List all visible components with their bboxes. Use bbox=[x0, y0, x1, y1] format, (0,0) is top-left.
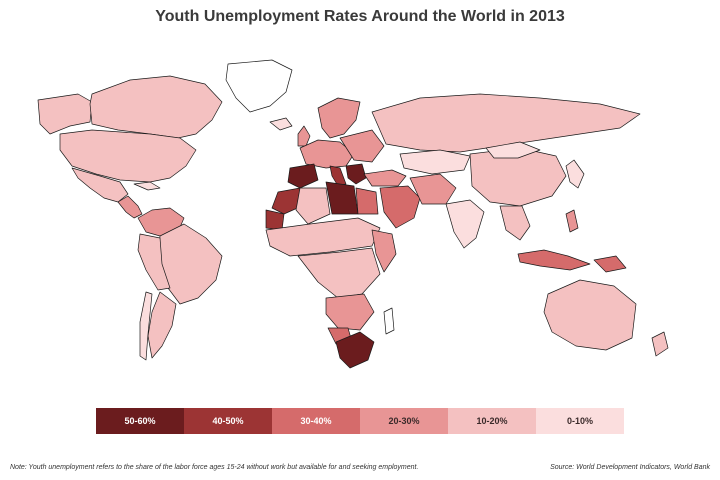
region-india bbox=[445, 199, 485, 249]
region-australia bbox=[543, 279, 637, 351]
region-papua bbox=[593, 255, 627, 273]
legend-item-label: 50-60% bbox=[124, 416, 156, 426]
region-south-africa bbox=[335, 331, 375, 369]
region-egypt bbox=[355, 187, 379, 215]
legend-item-40-50: 40-50% bbox=[184, 408, 272, 434]
region-usa bbox=[59, 129, 197, 183]
legend-item-label: 20-30% bbox=[388, 416, 420, 426]
legend-item-30-40: 30-40% bbox=[272, 408, 360, 434]
region-argentina bbox=[147, 291, 177, 359]
region-new-zealand bbox=[651, 331, 669, 357]
source-note: Source: World Development Indicators, Wo… bbox=[550, 464, 710, 471]
legend-item-0-10: 0-10% bbox=[536, 408, 624, 434]
legend: 50-60% 40-50% 30-40% 20-30% 10-20% 0-10% bbox=[96, 408, 624, 434]
region-central-africa bbox=[297, 247, 381, 299]
legend-item-50-60: 50-60% bbox=[96, 408, 184, 434]
legend-item-label: 0-10% bbox=[566, 416, 593, 426]
region-scandinavia bbox=[317, 97, 361, 139]
region-russia bbox=[371, 93, 641, 153]
footnote: Note: Youth unemployment refers to the s… bbox=[10, 464, 419, 471]
region-algeria bbox=[295, 187, 331, 225]
region-east-africa bbox=[371, 229, 397, 273]
region-middle-east bbox=[379, 185, 421, 229]
region-iberia bbox=[287, 163, 319, 189]
region-canada bbox=[89, 75, 223, 139]
region-southeast-asia bbox=[499, 205, 531, 241]
region-madagascar bbox=[383, 307, 395, 335]
region-cuba bbox=[133, 181, 161, 191]
legend-item-label: 40-50% bbox=[212, 416, 244, 426]
region-uk bbox=[297, 125, 311, 147]
region-korea-japan bbox=[565, 159, 585, 189]
region-morocco bbox=[271, 187, 303, 215]
region-greenland bbox=[225, 59, 293, 113]
region-central-america bbox=[117, 195, 143, 219]
region-turkey-caucasus bbox=[363, 169, 407, 187]
legend-item-label: 10-20% bbox=[476, 416, 508, 426]
region-peru-bolivia bbox=[137, 233, 171, 291]
region-balkans bbox=[345, 163, 367, 185]
region-iceland bbox=[269, 117, 293, 131]
region-eastern-europe bbox=[339, 129, 385, 163]
legend-item-20-30: 20-30% bbox=[360, 408, 448, 434]
region-alaska bbox=[37, 93, 93, 135]
map-title: Youth Unemployment Rates Around the Worl… bbox=[155, 8, 565, 25]
region-kazakhstan bbox=[399, 149, 471, 175]
region-indonesia bbox=[517, 249, 591, 271]
region-chile bbox=[139, 291, 153, 361]
region-colombia-venezuela bbox=[137, 207, 185, 237]
region-philippines bbox=[565, 209, 579, 233]
region-libya bbox=[325, 181, 359, 215]
region-iran-afghanistan bbox=[409, 173, 457, 205]
region-sahel bbox=[265, 217, 381, 257]
region-southern-central-africa bbox=[325, 293, 375, 331]
world-map bbox=[37, 59, 669, 369]
legend-item-10-20: 10-20% bbox=[448, 408, 536, 434]
region-brazil bbox=[157, 223, 223, 305]
region-mongolia bbox=[485, 141, 541, 159]
legend-item-label: 30-40% bbox=[300, 416, 332, 426]
